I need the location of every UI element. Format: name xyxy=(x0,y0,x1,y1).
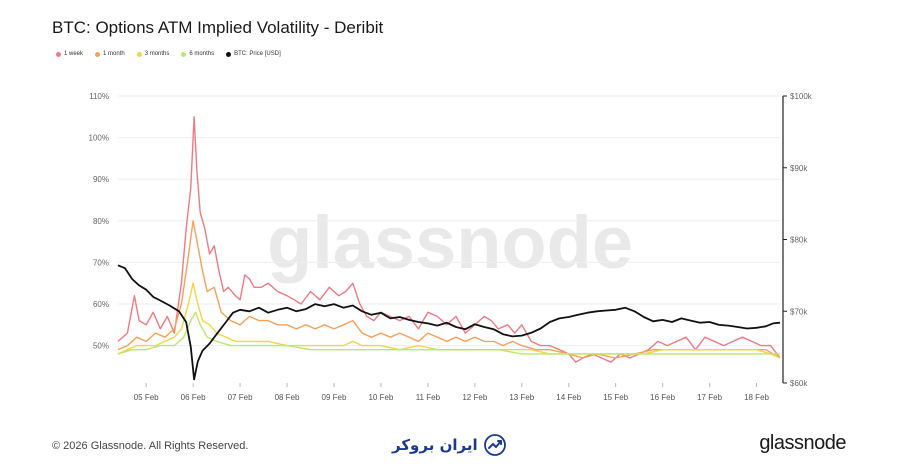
legend-label-3m: 3 months xyxy=(144,51,170,57)
y-left-tick-label: 110% xyxy=(89,92,109,101)
x-tick-label: 10 Feb xyxy=(368,393,393,402)
watermark: glassnode xyxy=(267,201,633,284)
y-left-tick-label: 90% xyxy=(93,175,109,184)
x-tick-label: 16 Feb xyxy=(650,393,675,402)
x-tick-label: 13 Feb xyxy=(509,393,534,402)
legend-marker-3m xyxy=(136,51,142,57)
legend-label-6m: 6 months xyxy=(189,51,215,57)
partner-brand-text: ایران بروکر xyxy=(392,436,478,454)
x-tick-label: 12 Feb xyxy=(462,393,487,402)
legend-item-3m[interactable]: 3 months xyxy=(136,51,170,57)
y-left-tick-label: 50% xyxy=(93,342,109,351)
x-tick-label: 06 Feb xyxy=(181,393,206,402)
legend-label-1m: 1 month xyxy=(103,51,125,57)
x-tick-label: 08 Feb xyxy=(275,393,300,402)
x-tick-label: 05 Feb xyxy=(134,393,159,402)
x-tick-label: 17 Feb xyxy=(697,393,722,402)
legend-item-6m[interactable]: 6 months xyxy=(181,51,214,57)
x-tick-label: 11 Feb xyxy=(416,393,441,402)
y-right-tick-label: $100k xyxy=(790,92,813,101)
y-right-tick-label: $90k xyxy=(790,164,808,173)
legend-item-1w[interactable]: 1 week xyxy=(56,51,83,57)
trend-chart-icon xyxy=(483,434,506,456)
x-tick-label: 09 Feb xyxy=(322,393,347,402)
series-line-price xyxy=(117,264,781,381)
y-left-tick-label: 100% xyxy=(89,134,109,143)
y-left-tick-label: 60% xyxy=(93,300,109,309)
y-right-tick-label: $80k xyxy=(790,236,808,245)
glassnode-logo[interactable]: glassnode xyxy=(759,432,846,454)
legend-marker-1w xyxy=(56,51,61,57)
x-tick-label: 18 Feb xyxy=(744,393,769,402)
chart-title: BTC: Options ATM Implied Volatility - De… xyxy=(52,18,384,37)
legend-item-price[interactable]: BTC: Price [USD] xyxy=(226,51,281,57)
legend-marker-price xyxy=(226,51,232,57)
partner-logo[interactable]: ایران بروکر xyxy=(392,434,506,456)
y-right-tick-label: $60k xyxy=(790,379,808,388)
legend-label-1w: 1 week xyxy=(64,51,84,57)
x-tick-label: 07 Feb xyxy=(228,393,253,402)
chart-legend: 1 week 1 month 3 months 6 months BTC: Pr… xyxy=(56,51,281,57)
x-tick-label: 14 Feb xyxy=(556,393,581,402)
legend-marker-1m xyxy=(95,51,101,57)
y-right-tick-label: $70k xyxy=(790,307,808,316)
legend-item-1m[interactable]: 1 month xyxy=(95,51,125,57)
copyright-text: © 2026 Glassnode. All Rights Reserved. xyxy=(52,440,249,452)
y-left-tick-label: 70% xyxy=(93,258,109,267)
legend-marker-6m xyxy=(181,51,187,57)
x-tick-label: 15 Feb xyxy=(603,393,628,402)
series-line-6m xyxy=(117,311,780,355)
legend-label-price: BTC: Price [USD] xyxy=(234,51,281,57)
series-line-3m xyxy=(117,282,781,359)
y-left-tick-label: 80% xyxy=(93,217,109,226)
